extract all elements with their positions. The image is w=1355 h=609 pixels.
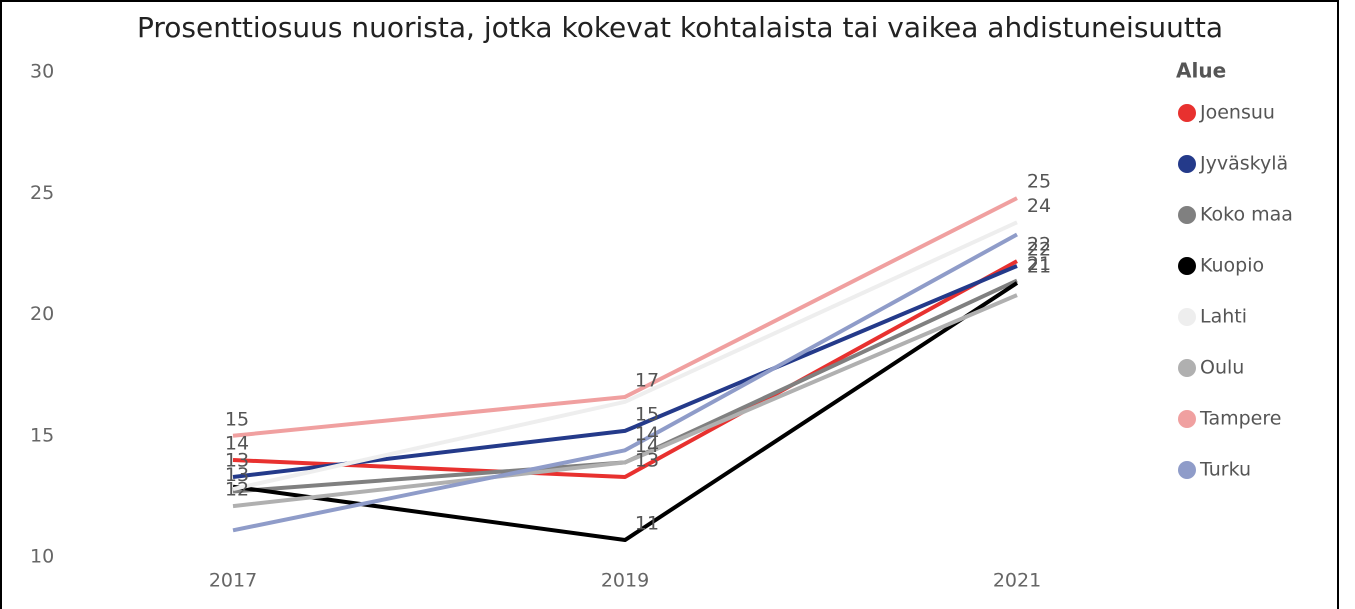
y-tick-label: 30 bbox=[30, 61, 54, 83]
series-line bbox=[232, 196, 1018, 438]
data-label: 15 bbox=[225, 408, 249, 430]
data-label: 21 bbox=[1027, 253, 1051, 275]
series-line bbox=[232, 293, 1018, 509]
series-line bbox=[232, 232, 1018, 533]
legend-label: Turku bbox=[1199, 459, 1251, 481]
legend-label: Lahti bbox=[1200, 306, 1247, 328]
chart-title: Prosenttiosuus nuorista, jotka kokevat k… bbox=[137, 11, 1223, 44]
x-tick-label: 2021 bbox=[993, 570, 1041, 592]
legend-title: Alue bbox=[1176, 59, 1226, 83]
y-tick-label: 25 bbox=[30, 182, 54, 204]
legend-marker bbox=[1178, 104, 1196, 122]
y-tick-label: 20 bbox=[30, 303, 54, 325]
legend-label: Jyväskylä bbox=[1199, 153, 1288, 175]
legend-marker bbox=[1178, 257, 1196, 275]
data-label: 14 bbox=[635, 423, 659, 445]
series-line bbox=[232, 259, 1018, 479]
legend-marker bbox=[1178, 155, 1196, 173]
data-label: 24 bbox=[1027, 195, 1051, 217]
data-label: 25 bbox=[1027, 171, 1051, 193]
data-label: 22 bbox=[1027, 239, 1051, 261]
data-label: 22 bbox=[1027, 234, 1051, 256]
x-tick-label: 2019 bbox=[601, 570, 649, 592]
legend-marker bbox=[1178, 359, 1196, 377]
data-label: 12 bbox=[225, 479, 249, 501]
data-label: 14 bbox=[225, 433, 249, 455]
data-label: 13 bbox=[635, 449, 659, 471]
data-label: 14 bbox=[635, 435, 659, 457]
legend-label: Joensuu bbox=[1199, 102, 1275, 124]
data-label: 11 bbox=[635, 513, 659, 535]
legend-marker bbox=[1178, 410, 1196, 428]
series-line bbox=[232, 278, 1018, 494]
series-line bbox=[232, 281, 1019, 543]
legend-label: Tampere bbox=[1199, 408, 1281, 430]
legend-marker bbox=[1178, 206, 1196, 224]
data-label: 17 bbox=[635, 369, 659, 391]
legend-label: Koko maa bbox=[1200, 204, 1293, 226]
data-label: 13 bbox=[225, 449, 249, 471]
legend-label: Oulu bbox=[1200, 357, 1244, 379]
data-label: 13 bbox=[225, 464, 249, 486]
data-label: 15 bbox=[635, 403, 659, 425]
y-tick-label: 10 bbox=[30, 546, 54, 568]
legend-label: Kuopio bbox=[1200, 255, 1264, 277]
legend-marker bbox=[1178, 461, 1196, 479]
legend-marker bbox=[1178, 308, 1196, 326]
x-tick-label: 2017 bbox=[209, 570, 257, 592]
series-line bbox=[232, 220, 1018, 492]
data-label: 21 bbox=[1027, 255, 1051, 277]
y-tick-label: 15 bbox=[30, 424, 54, 446]
